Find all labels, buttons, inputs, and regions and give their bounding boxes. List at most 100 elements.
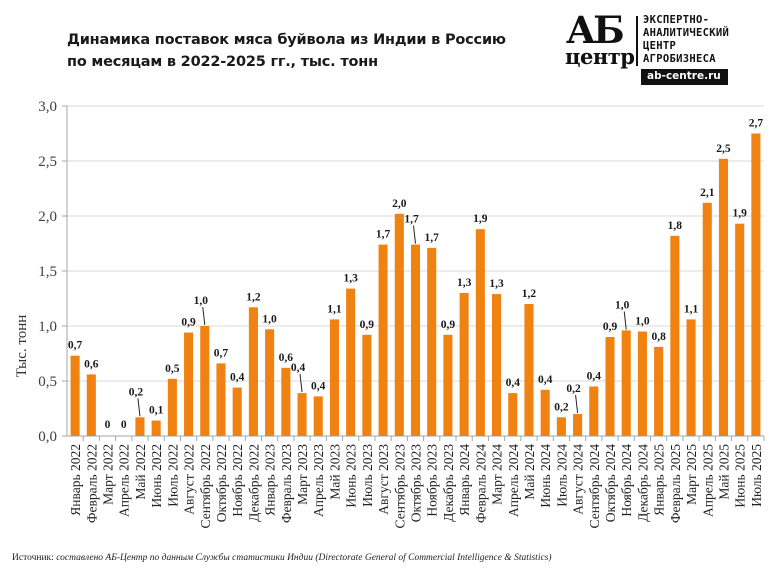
data-label: 0,4	[538, 374, 553, 386]
x-tick-label: Август 2024	[571, 444, 586, 515]
bar	[524, 304, 534, 436]
bar	[70, 355, 80, 436]
bar	[216, 363, 226, 436]
y-tick-label: 0,5	[38, 374, 57, 390]
x-tick-label: Июнь 2025	[733, 444, 748, 508]
x-tick-label: Сентябрь 2024	[587, 444, 602, 529]
bar	[232, 387, 242, 436]
x-tick-label: Июль 2024	[554, 444, 569, 507]
data-label: 0	[121, 419, 127, 431]
data-label: 0,4	[587, 371, 602, 383]
data-label: 1,8	[668, 220, 683, 232]
source-text: составлено АБ-Центр по данным Службы ста…	[56, 553, 552, 563]
x-tick-label: Декабрь 2023	[441, 444, 456, 522]
x-tick-label: Январь 2024	[457, 444, 472, 516]
bar	[573, 414, 583, 436]
logo-text: ЭКСПЕРТНО- АНАЛИТИЧЕСКИЙ ЦЕНТР АГРОБИЗНЕ…	[643, 14, 729, 66]
bar	[346, 288, 356, 436]
logo-text-line: ЦЕНТР	[643, 40, 677, 52]
bar	[751, 133, 761, 436]
data-label: 1,3	[489, 278, 504, 290]
x-tick-label: Август 2023	[376, 444, 391, 515]
data-label: 1,7	[425, 232, 440, 244]
ab-centre-logo: АБ центр ЭКСПЕРТНО- АНАЛИТИЧЕСКИЙ ЦЕНТР …	[563, 8, 763, 87]
data-label: 1,2	[522, 288, 537, 300]
data-label: 0,1	[149, 405, 164, 417]
leader-line	[575, 394, 579, 414]
x-tick-label: Октябрь 2024	[603, 444, 618, 522]
bar	[167, 378, 177, 436]
data-label: 0,6	[84, 358, 99, 370]
data-label: 0	[105, 419, 111, 431]
data-label: 1,3	[457, 277, 472, 289]
bar	[297, 393, 307, 436]
x-tick-label: Май 2022	[133, 444, 148, 500]
logo-url: ab-centre.ru	[641, 69, 728, 85]
data-label: 1,7	[376, 229, 391, 241]
logo-text-line: АНАЛИТИЧЕСКИЙ	[643, 27, 730, 39]
y-axis-title: Тыс. тонн	[14, 315, 30, 378]
x-tick-label: Июнь 2023	[344, 444, 359, 508]
logo-mark-top: АБ	[566, 8, 625, 52]
bar	[589, 386, 599, 436]
data-label: 1,1	[684, 303, 699, 315]
x-tick-label: Февраль 2024	[473, 444, 488, 523]
data-label: 0,7	[68, 340, 83, 352]
x-tick-label: Май 2024	[522, 444, 537, 500]
source-label: Источник:	[12, 553, 54, 563]
x-tick-label: Сентябрь 2023	[392, 444, 407, 529]
data-label: 0,7	[214, 347, 229, 359]
data-label: 1,0	[615, 299, 630, 311]
data-label: 2,1	[700, 187, 715, 199]
x-axis-labels: Январь 2022 Февраль 2022 Март 2022 Апрель 2…	[68, 444, 764, 529]
data-label: 0,4	[291, 362, 306, 374]
x-tick-label: Ноябрь 2022	[230, 444, 245, 517]
x-tick-label: Июнь 2024	[538, 444, 553, 508]
data-label: 0,9	[441, 319, 456, 331]
leader-line	[299, 374, 303, 393]
y-tick-label: 0,0	[38, 429, 57, 445]
data-label: 1,0	[262, 313, 277, 325]
leader-line	[137, 398, 141, 417]
data-label: 1,3	[343, 273, 358, 285]
bar	[540, 389, 550, 436]
logo-text-line: ЭКСПЕРТНО-	[643, 14, 710, 26]
data-label: 2,0	[392, 198, 407, 210]
axes: 0,0 0,5 1,0 1,5 2,0 2,5 3,0	[38, 99, 765, 445]
bar	[394, 213, 404, 436]
bar	[686, 319, 696, 436]
data-label: 0,4	[230, 372, 245, 384]
data-label: 0,6	[279, 352, 294, 364]
bar	[637, 331, 647, 436]
logo-text-line: АГРОБИЗНЕСА	[643, 53, 716, 65]
x-tick-label: Апрель 2024	[506, 444, 521, 517]
x-tick-label: Декабрь 2022	[246, 444, 261, 522]
bar	[654, 346, 664, 436]
x-tick-label: Июль 2023	[360, 444, 375, 507]
bar	[427, 247, 437, 436]
bar	[200, 326, 210, 436]
data-label: 0,9	[360, 319, 375, 331]
bar	[184, 332, 194, 436]
bar	[265, 329, 275, 436]
x-tick-label: Май 2023	[327, 444, 342, 500]
data-label: 2,5	[716, 143, 731, 155]
x-tick-label: Октябрь 2022	[214, 444, 229, 522]
bar	[702, 202, 712, 436]
bar	[378, 244, 388, 436]
bar	[410, 244, 421, 436]
data-label: 0,4	[506, 377, 521, 389]
source-note: Источник: составлено АБ-Центр по данным …	[12, 553, 552, 563]
x-tick-label: Апрель 2025	[700, 444, 715, 517]
x-tick-label: Апрель 2022	[117, 444, 132, 517]
bar	[605, 337, 615, 436]
data-label: 1,7	[404, 214, 419, 226]
y-tick-label: 2,5	[38, 154, 57, 170]
data-label: 0,5	[165, 363, 180, 375]
logo-mark-icon: АБ центр	[563, 8, 635, 70]
data-labels: 0,70,60 00,20,10,50,91,00,70,41,21,00,60,…	[68, 118, 763, 432]
data-label: 0,9	[603, 321, 618, 333]
x-tick-label: Март 2024	[490, 444, 505, 505]
chart-title: Динамика поставок мяса буйвола из Индии …	[67, 29, 506, 73]
leader-line	[623, 311, 627, 330]
